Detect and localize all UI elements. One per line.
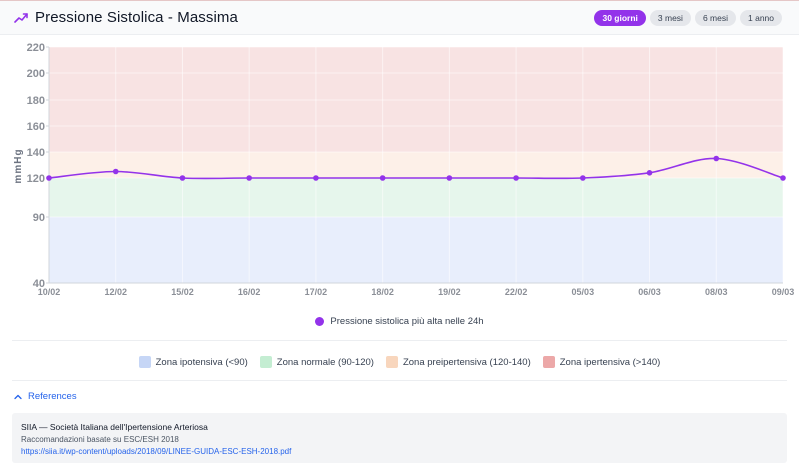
range-6-months-button[interactable]: 6 mesi xyxy=(694,10,736,26)
data-point xyxy=(713,155,720,162)
zone-label: Zona preipertensiva (120-140) xyxy=(402,356,531,368)
x-tick-label: 22/02 xyxy=(505,287,528,297)
chart-grid xyxy=(48,46,784,284)
zone-legend-item-hypertensive: Zona ipertensiva (>140) xyxy=(542,356,661,368)
reference-item: SIIA — Società Italiana dell'Ipertension… xyxy=(12,413,787,463)
references-toggle[interactable]: References xyxy=(14,391,77,402)
data-point xyxy=(246,175,252,181)
x-tick-label: 17/02 xyxy=(305,287,328,297)
x-tick-label: 10/02 xyxy=(38,287,61,297)
x-tick-label: 08/03 xyxy=(705,287,728,297)
x-tick-label: 12/02 xyxy=(104,287,127,297)
systolic-pressure-chart: 40 90 120 140 160 180 200 220 10/02 12/02 15/02 16… xyxy=(13,42,795,297)
zone-bands xyxy=(49,47,783,283)
x-axis: 10/02 12/02 15/02 16/02 17/02 18/02 19/02 22/02… xyxy=(38,287,795,297)
data-point xyxy=(379,175,386,181)
series-line xyxy=(48,157,784,180)
data-point xyxy=(179,175,186,181)
zone-swatch xyxy=(138,356,151,368)
y-tick-label: 140 xyxy=(27,147,45,159)
series-line-path xyxy=(48,157,784,180)
zone-legend-item-prehypertensive: Zona preipertensiva (120-140) xyxy=(385,356,531,368)
data-point xyxy=(446,175,453,181)
divider xyxy=(12,340,787,341)
card-header: Pressione Sistolica - Massima 30 giorni … xyxy=(0,1,799,35)
series-legend[interactable]: Pressione sistolica più alta nelle 24h xyxy=(0,316,799,327)
data-point xyxy=(580,175,586,181)
reference-link[interactable]: https://siia.it/wp-content/uploads/2018/… xyxy=(21,447,292,456)
zone-band xyxy=(49,178,783,217)
zone-band xyxy=(49,217,783,283)
zone-legend: Zona ipotensiva (<90) Zona normale (90-1… xyxy=(0,356,799,368)
time-range-selector: 30 giorni 3 mesi 6 mesi 1 anno xyxy=(594,10,782,26)
x-tick-label: 19/02 xyxy=(438,287,461,297)
zone-legend-item-normal: Zona normale (90-120) xyxy=(259,356,374,368)
zone-swatch xyxy=(259,356,272,368)
y-tick-label: 200 xyxy=(27,68,45,80)
data-point xyxy=(313,175,319,181)
series-legend-marker xyxy=(315,317,325,326)
x-tick-label: 18/02 xyxy=(371,287,394,297)
y-tick-label: 220 xyxy=(27,42,45,54)
range-3-months-button[interactable]: 3 mesi xyxy=(649,10,691,26)
zone-label: Zona ipotensiva (<90) xyxy=(155,356,248,368)
references-toggle-label: References xyxy=(28,391,77,402)
series-points xyxy=(46,155,786,181)
zone-band xyxy=(49,152,783,178)
y-axis-label: mmHg xyxy=(13,148,24,183)
x-tick-label: 06/03 xyxy=(638,287,661,297)
y-tick-label: 160 xyxy=(27,121,45,133)
reference-subtitle: Raccomandazioni basate su ESC/ESH 2018 xyxy=(21,435,179,444)
x-tick-label: 16/02 xyxy=(238,287,261,297)
y-axis: 40 90 120 140 160 180 200 220 xyxy=(27,42,49,290)
y-tick-label: 180 xyxy=(27,95,45,107)
y-tick-label: 40 xyxy=(33,278,45,290)
x-tick-label: 09/03 xyxy=(772,287,795,297)
y-tick-label: 120 xyxy=(27,173,45,185)
top-border xyxy=(0,0,799,1)
series-legend-label: Pressione sistolica più alta nelle 24h xyxy=(330,316,484,327)
page-title: Pressione Sistolica - Massima xyxy=(35,9,238,26)
title-group: Pressione Sistolica - Massima xyxy=(14,9,238,26)
zone-label: Zona normale (90-120) xyxy=(276,356,374,368)
data-point xyxy=(646,170,653,176)
zone-swatch xyxy=(542,356,555,368)
chevron-up-icon xyxy=(14,394,22,399)
data-point xyxy=(780,175,786,181)
reference-title: SIIA — Società Italiana dell'Ipertension… xyxy=(21,422,208,432)
zone-label: Zona ipertensiva (>140) xyxy=(559,356,661,368)
data-point xyxy=(513,175,519,181)
x-tick-label: 05/03 xyxy=(572,287,595,297)
zone-swatch xyxy=(385,356,398,368)
trending-up-icon xyxy=(14,12,28,23)
range-1-year-button[interactable]: 1 anno xyxy=(740,10,782,26)
range-30-days-button[interactable]: 30 giorni xyxy=(594,10,646,26)
data-point xyxy=(112,168,119,175)
divider xyxy=(12,380,787,381)
zone-legend-item-hypotensive: Zona ipotensiva (<90) xyxy=(138,356,248,368)
data-point xyxy=(46,175,52,181)
y-tick-label: 90 xyxy=(33,212,45,224)
x-tick-label: 15/02 xyxy=(171,287,194,297)
